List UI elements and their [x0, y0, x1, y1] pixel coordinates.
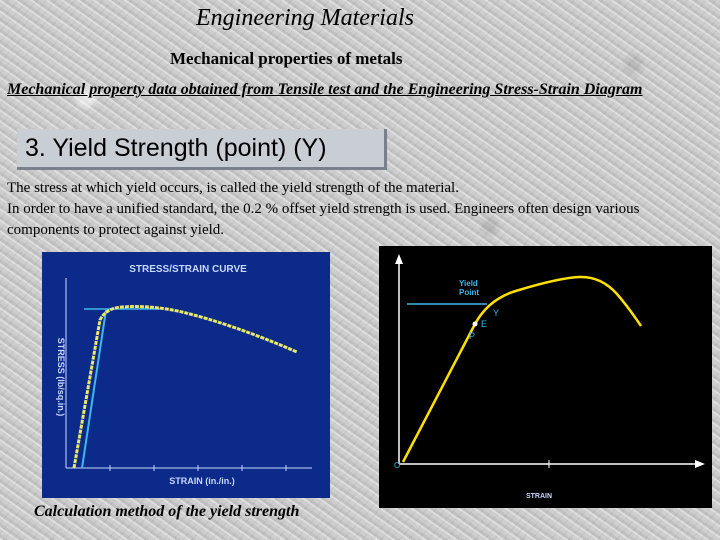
left-y-axis-label: STRESS (lb/sq.in.) [56, 338, 66, 417]
intro-heading: Mechanical property data obtained from T… [7, 81, 643, 98]
left-x-ticks [109, 465, 287, 471]
yield-point-figure: Yield Point Y E P O STRAIN [379, 246, 712, 508]
page-subtitle: Mechanical properties of metals [170, 49, 403, 68]
left-figure-title: STRESS/STRAIN CURVE [129, 264, 247, 275]
right-x-axis-arrow [695, 460, 705, 468]
body-line-1: The stress at which yield occurs, is cal… [7, 180, 459, 196]
right-y-axis-arrow [395, 254, 403, 264]
body-line-2: In order to have a unified standard, the… [7, 201, 640, 238]
point-label-y: Y [493, 308, 499, 318]
right-x-axis-label: STRAIN [526, 493, 552, 500]
right-stress-strain-curve [401, 275, 643, 463]
page-title: Engineering Materials [196, 5, 414, 31]
body-text: The stress at which yield occurs, is cal… [7, 178, 712, 241]
figure-caption: Calculation method of the yield strength [34, 503, 300, 520]
yield-point-label-line-1: Yield [459, 279, 478, 288]
left-stress-strain-curve [72, 305, 298, 469]
yield-point-label-line-2: Point [459, 288, 479, 297]
stress-strain-curve-svg: STRESS/STRAIN CURVE STRESS (lb/sq.in.) S… [56, 264, 312, 486]
right-point-marker [472, 321, 478, 327]
stress-strain-curve-figure: STRESS/STRAIN CURVE STRESS (lb/sq.in.) S… [42, 252, 330, 498]
section-heading-box: 3. Yield Strength (point) (Y) [17, 129, 387, 170]
origin-label: O [394, 461, 400, 470]
yield-point-label: Yield Point [459, 279, 480, 297]
yield-point-svg: Yield Point Y E P O STRAIN [394, 254, 705, 500]
left-x-axis-label: STRAIN (in./in.) [169, 476, 235, 486]
point-label-p: P [469, 331, 475, 341]
point-label-e: E [481, 319, 487, 329]
left-offset-line [81, 309, 107, 469]
